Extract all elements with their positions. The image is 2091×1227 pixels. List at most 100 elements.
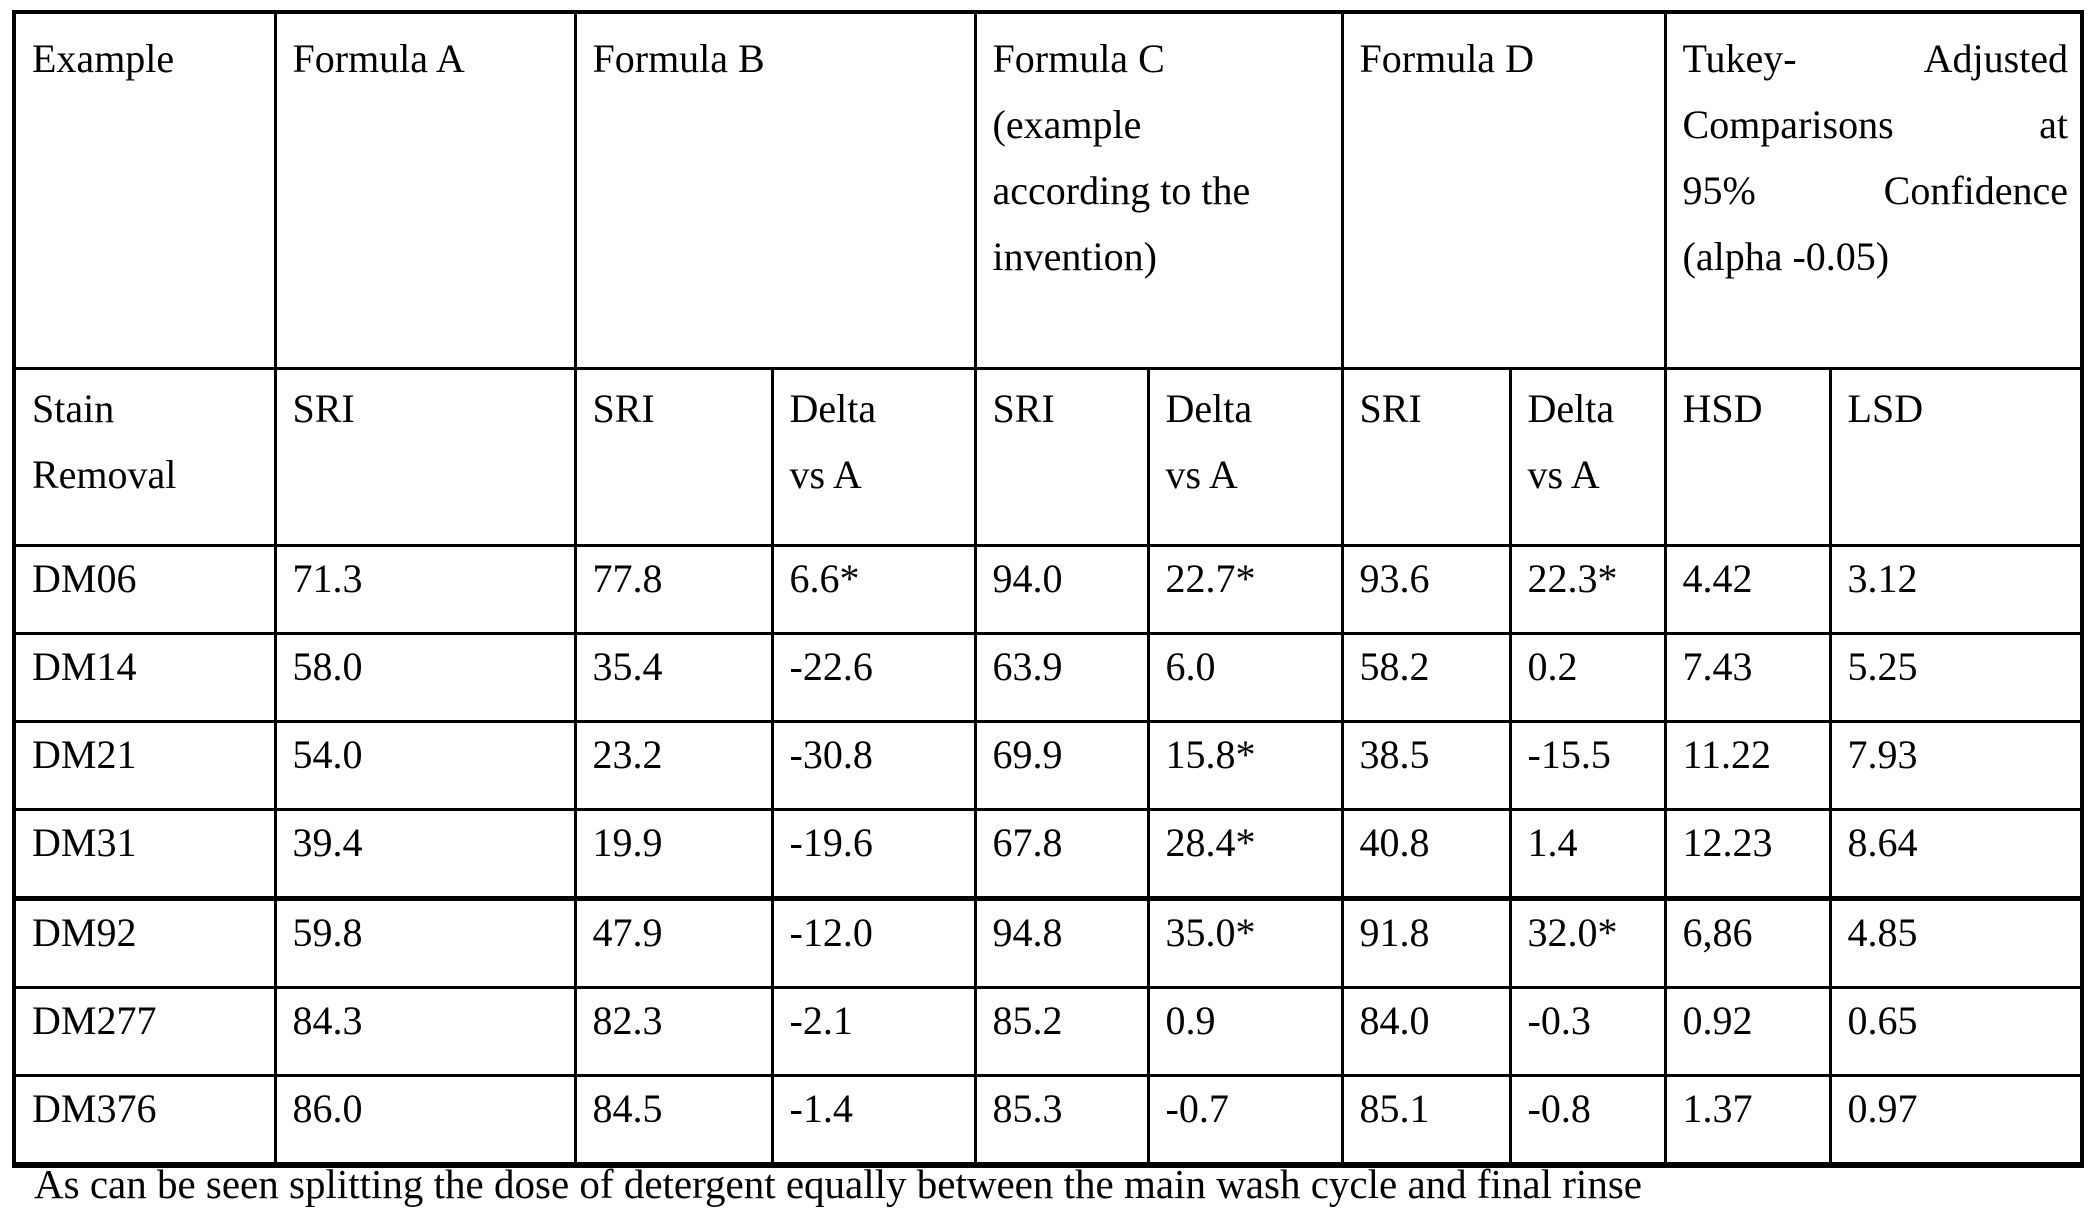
table-row-dm21: DM21 54.0 23.2 -30.8 69.9 15.8* 38.5 -15… xyxy=(12,720,2084,811)
header-sri-a: SRI xyxy=(273,367,577,547)
cell-b-sri: 82.3 xyxy=(573,986,774,1077)
cell-c-delta: 22.7* xyxy=(1146,544,1344,635)
header-sri-d-label: SRI xyxy=(1359,386,1422,431)
header-delta-b-line: vs A xyxy=(789,452,862,497)
header-formula-c-line: according to the xyxy=(992,168,1251,213)
header-formula-c-line: Formula C xyxy=(992,36,1165,81)
cell-a-sri: 86.0 xyxy=(273,1074,577,1167)
cell-d-sri: 93.6 xyxy=(1340,544,1512,635)
header-stain-removal: Stain Removal xyxy=(12,367,277,547)
header-delta-c: Delta vs A xyxy=(1146,367,1344,547)
cell-hsd: 11.22 xyxy=(1663,720,1832,811)
cell-lsd: 3.12 xyxy=(1828,544,2084,635)
cell-a-sri: 39.4 xyxy=(273,808,577,900)
cell-c-sri: 69.9 xyxy=(973,720,1150,811)
header-delta-d-line: Delta xyxy=(1527,386,1615,431)
cell-d-sri: 58.2 xyxy=(1340,632,1512,723)
header-example: Example xyxy=(12,10,277,370)
cell-c-sri: 67.8 xyxy=(973,808,1150,900)
cell-lsd: 8.64 xyxy=(1828,808,2084,900)
cell-c-delta: 28.4* xyxy=(1146,808,1344,900)
cell-c-delta: 0.9 xyxy=(1146,986,1344,1077)
cell-lsd: 7.93 xyxy=(1828,720,2084,811)
header-stain-removal-line: Removal xyxy=(32,452,177,497)
cell-hsd: 7.43 xyxy=(1663,632,1832,723)
header-delta-d: Delta vs A xyxy=(1508,367,1667,547)
body-text-line: As can be seen splitting the dose of det… xyxy=(34,1161,1642,1207)
table-row-dm92: DM92 59.8 47.9 -12.0 94.8 35.0* 91.8 32.… xyxy=(12,896,2084,989)
cell-hsd: 0.92 xyxy=(1663,986,1832,1077)
header-formula-c-line: invention) xyxy=(992,234,1157,279)
cell-d-delta: 0.2 xyxy=(1508,632,1667,723)
header-formula-b-label: Formula B xyxy=(592,36,765,81)
cell-example: DM31 xyxy=(12,808,277,900)
header-formula-a-label: Formula A xyxy=(292,36,465,81)
table-row-dm376: DM376 86.0 84.5 -1.4 85.3 -0.7 85.1 -0.8… xyxy=(12,1074,2084,1167)
header-formula-d-label: Formula D xyxy=(1359,36,1534,81)
header-delta-c-line: vs A xyxy=(1165,452,1238,497)
cell-d-delta: 22.3* xyxy=(1508,544,1667,635)
header-formula-d: Formula D xyxy=(1340,10,1667,370)
cell-example: DM376 xyxy=(12,1074,277,1167)
table-row-dm14: DM14 58.0 35.4 -22.6 63.9 6.0 58.2 0.2 7… xyxy=(12,632,2084,723)
cell-b-delta: 6.6* xyxy=(770,544,977,635)
header-sri-d: SRI xyxy=(1340,367,1512,547)
header-formula-a: Formula A xyxy=(273,10,577,370)
cell-c-sri: 85.2 xyxy=(973,986,1150,1077)
header-sri-a-label: SRI xyxy=(292,386,355,431)
table-row-dm277: DM277 84.3 82.3 -2.1 85.2 0.9 84.0 -0.3 … xyxy=(12,986,2084,1077)
header-lsd-label: LSD xyxy=(1847,386,1924,431)
cell-lsd: 0.65 xyxy=(1828,986,2084,1077)
header-tukey-line: 95% Confidence xyxy=(1682,168,2069,213)
cell-d-sri: 40.8 xyxy=(1340,808,1512,900)
cell-lsd: 5.25 xyxy=(1828,632,2084,723)
cell-d-sri: 84.0 xyxy=(1340,986,1512,1077)
cell-a-sri: 71.3 xyxy=(273,544,577,635)
cell-d-sri: 91.8 xyxy=(1340,896,1512,989)
header-delta-d-line: vs A xyxy=(1527,452,1600,497)
cell-c-sri: 94.8 xyxy=(973,896,1150,989)
table-row-dm31: DM31 39.4 19.9 -19.6 67.8 28.4* 40.8 1.4… xyxy=(12,808,2084,900)
cell-b-delta: -19.6 xyxy=(770,808,977,900)
cell-d-delta: 1.4 xyxy=(1508,808,1667,900)
cell-hsd: 4.42 xyxy=(1663,544,1832,635)
cell-a-sri: 58.0 xyxy=(273,632,577,723)
cell-b-sri: 77.8 xyxy=(573,544,774,635)
cell-example: DM92 xyxy=(12,896,277,989)
cell-b-sri: 47.9 xyxy=(573,896,774,989)
cell-b-sri: 23.2 xyxy=(573,720,774,811)
header-formula-b: Formula B xyxy=(573,10,977,370)
cell-a-sri: 84.3 xyxy=(273,986,577,1077)
cell-b-sri: 35.4 xyxy=(573,632,774,723)
header-formula-c: Formula C (example according to the inve… xyxy=(973,10,1344,370)
header-example-label: Example xyxy=(32,36,175,81)
header-tukey-line: Comparisons at xyxy=(1682,102,2069,147)
cell-c-delta: 35.0* xyxy=(1146,896,1344,989)
cell-lsd: 0.97 xyxy=(1828,1074,2084,1167)
header-hsd: HSD xyxy=(1663,367,1832,547)
header-delta-b-line: Delta xyxy=(789,386,877,431)
cell-d-delta: -0.8 xyxy=(1508,1074,1667,1167)
header-row-1: Example Formula A Formula B Formula C (e… xyxy=(12,10,2084,370)
header-sri-c: SRI xyxy=(973,367,1150,547)
cell-example: DM14 xyxy=(12,632,277,723)
cell-hsd: 12.23 xyxy=(1663,808,1832,900)
header-sri-b-label: SRI xyxy=(592,386,655,431)
cell-b-delta: -22.6 xyxy=(770,632,977,723)
cell-example: DM21 xyxy=(12,720,277,811)
header-tukey: Tukey- Adjusted Comparisons at 95% Confi… xyxy=(1663,10,2084,370)
cell-c-delta: 15.8* xyxy=(1146,720,1344,811)
cell-b-sri: 19.9 xyxy=(573,808,774,900)
header-sri-b: SRI xyxy=(573,367,774,547)
cell-example: DM277 xyxy=(12,986,277,1077)
cell-c-delta: -0.7 xyxy=(1146,1074,1344,1167)
cell-d-sri: 38.5 xyxy=(1340,720,1512,811)
cell-a-sri: 54.0 xyxy=(273,720,577,811)
cell-c-sri: 85.3 xyxy=(973,1074,1150,1167)
header-lsd: LSD xyxy=(1828,367,2084,547)
header-hsd-label: HSD xyxy=(1682,386,1763,431)
cell-b-sri: 84.5 xyxy=(573,1074,774,1167)
cell-d-delta: 32.0* xyxy=(1508,896,1667,989)
header-formula-c-line: (example xyxy=(992,102,1142,147)
